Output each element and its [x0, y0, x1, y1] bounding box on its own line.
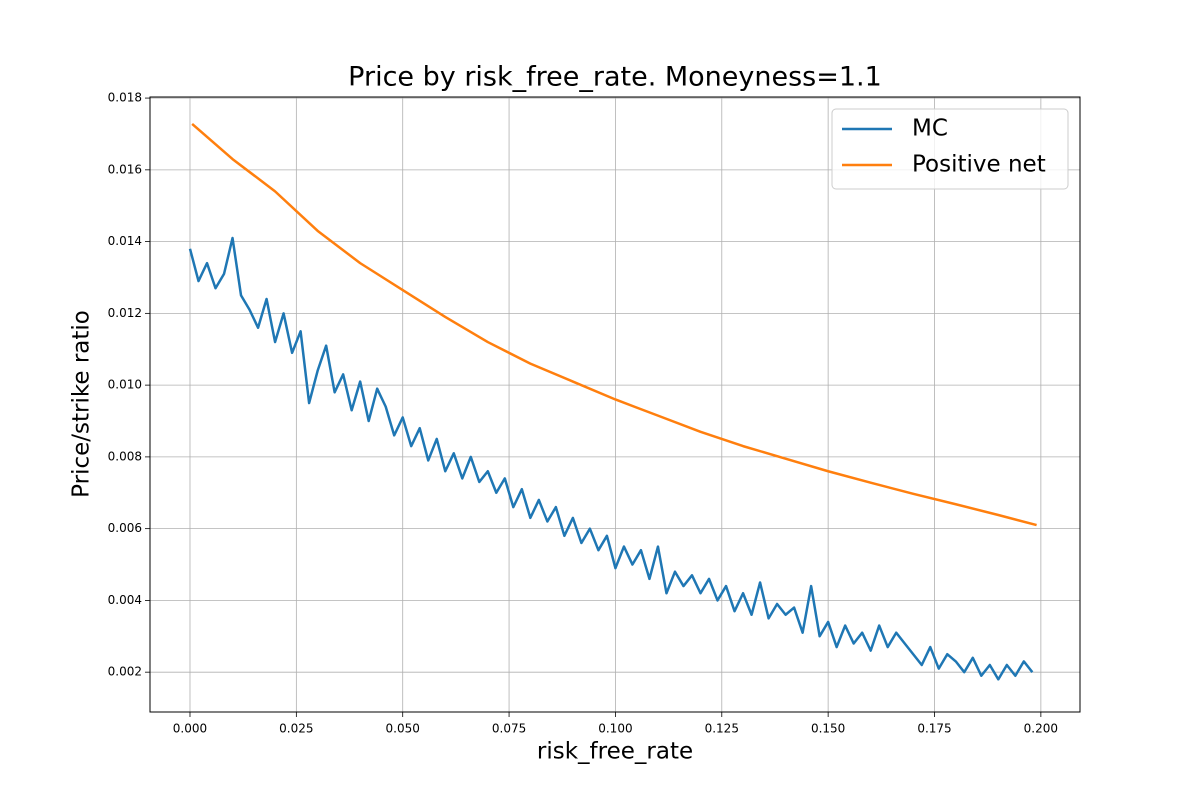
y-tick-label: 0.004: [108, 593, 142, 607]
y-tick-label: 0.002: [108, 665, 142, 679]
x-tick-label: 0.100: [598, 722, 632, 736]
x-tick-label: 0.125: [705, 722, 739, 736]
legend-label: MC: [912, 116, 948, 142]
y-tick-label: 0.012: [108, 306, 142, 320]
y-tick-label: 0.006: [108, 521, 142, 535]
legend-label: Positive net: [912, 152, 1046, 178]
y-tick-label: 0.010: [108, 378, 142, 392]
plot-frame: [149, 96, 1081, 713]
chart-title: Price by risk_free_rate. Moneyness=1.1: [348, 62, 882, 93]
y-tick-label: 0.018: [108, 91, 142, 105]
x-tick-label: 0.175: [917, 722, 951, 736]
y-tick-label: 0.014: [108, 234, 142, 248]
x-tick-label: 0.075: [492, 722, 526, 736]
y-tick-label: 0.008: [108, 449, 142, 463]
x-tick-label: 0.200: [1024, 722, 1058, 736]
x-axis-label: risk_free_rate: [537, 739, 693, 765]
y-tick-label: 0.016: [108, 162, 142, 176]
y-axis-label: Price/strike ratio: [69, 310, 95, 498]
x-tick-label: 0.025: [279, 722, 313, 736]
x-tick-label: 0.050: [386, 722, 420, 736]
x-tick-label: 0.150: [811, 722, 845, 736]
series-line: [188, 236, 1034, 681]
x-tick-label: 0.000: [173, 722, 207, 736]
series-line: [191, 122, 1037, 527]
